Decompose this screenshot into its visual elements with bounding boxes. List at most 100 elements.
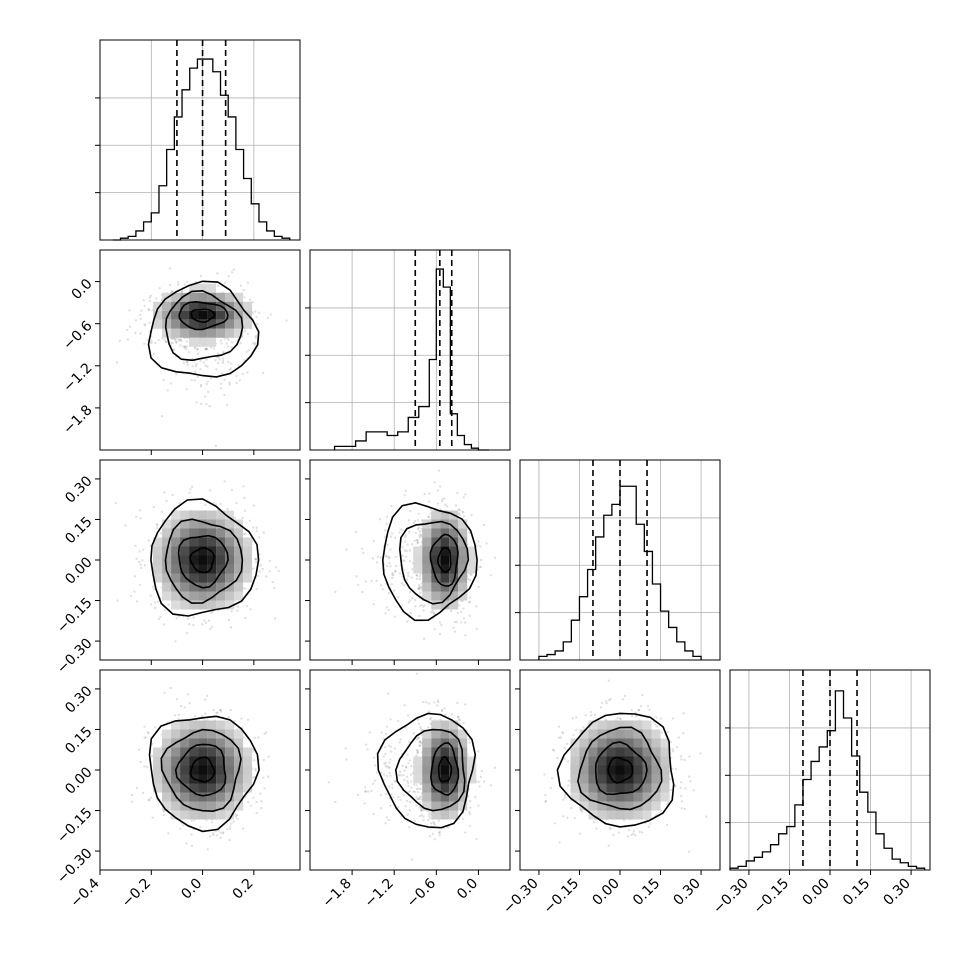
sample-point — [408, 560, 412, 563]
density-cell — [189, 738, 199, 748]
sample-point — [196, 348, 199, 351]
density-cell — [234, 573, 244, 583]
sample-point — [244, 587, 247, 590]
density-cell — [216, 555, 226, 565]
sample-point — [433, 838, 436, 841]
density-cell — [225, 510, 235, 520]
sample-point — [372, 540, 376, 543]
sample-point — [474, 795, 477, 799]
density-cell — [413, 564, 423, 574]
sample-point — [411, 568, 414, 571]
sample-point — [482, 523, 485, 527]
sample-point — [479, 565, 483, 569]
sample-point — [216, 352, 220, 355]
sample-point — [392, 573, 395, 577]
density-cell — [225, 756, 235, 766]
density-cell — [440, 546, 450, 556]
sample-point — [171, 493, 174, 497]
sample-point — [408, 599, 411, 602]
sample-point — [402, 583, 405, 587]
sample-point — [408, 759, 411, 762]
sample-point — [468, 812, 471, 816]
sample-point — [441, 498, 444, 501]
sample-point — [368, 731, 371, 734]
density-cell — [413, 765, 423, 775]
sample-point — [416, 751, 419, 754]
density-cell — [422, 765, 432, 775]
density-cell — [189, 810, 199, 820]
density-cell — [243, 774, 253, 784]
density-cell — [207, 292, 217, 302]
sample-point — [468, 614, 471, 618]
density-cell — [171, 747, 181, 757]
density-cell — [440, 756, 450, 766]
sample-point — [155, 526, 159, 530]
sample-point — [154, 726, 157, 729]
sample-point — [149, 594, 152, 597]
sample-point — [415, 795, 418, 799]
sample-point — [211, 832, 214, 835]
sample-point — [143, 342, 146, 346]
density-cell — [180, 310, 190, 320]
sample-point — [246, 281, 249, 284]
density-cell — [180, 301, 190, 311]
sample-point — [441, 709, 444, 713]
density-cell — [198, 519, 208, 529]
density-cell — [234, 528, 244, 538]
sample-point — [415, 672, 419, 675]
sample-point — [402, 793, 405, 797]
sample-point — [414, 605, 417, 608]
sample-point — [385, 725, 389, 728]
sample-point — [222, 831, 225, 834]
sample-point — [415, 748, 419, 752]
density-cell — [207, 801, 217, 811]
density-cell — [207, 555, 217, 565]
density-cell — [207, 510, 217, 520]
sample-point — [415, 787, 419, 790]
density-cell — [198, 301, 208, 311]
sample-point — [190, 485, 194, 488]
sample-point — [462, 511, 465, 514]
sample-point — [380, 731, 383, 734]
density-cell — [207, 573, 217, 583]
sample-point — [130, 800, 133, 803]
sample-point — [410, 786, 413, 789]
sample-point — [220, 710, 223, 713]
sample-point — [185, 842, 188, 845]
sample-point — [468, 824, 471, 828]
sample-point — [139, 517, 142, 520]
density-cell — [207, 783, 217, 793]
density-cell — [449, 756, 459, 766]
sample-point — [399, 798, 402, 801]
density-cell — [153, 546, 163, 556]
sample-point — [387, 555, 391, 559]
sample-point — [456, 611, 459, 615]
density-cell — [431, 729, 441, 739]
sample-point — [268, 559, 272, 563]
density-cell — [153, 537, 163, 547]
density-cell — [198, 283, 208, 293]
contour-line — [437, 755, 453, 783]
sample-point — [261, 371, 265, 375]
density-cell — [458, 546, 468, 556]
density-cell — [171, 555, 181, 565]
sample-point — [403, 559, 406, 562]
sample-point — [255, 529, 258, 533]
density-cell — [431, 528, 441, 538]
sample-point — [248, 298, 252, 301]
sample-point — [416, 718, 420, 721]
sample-point — [186, 693, 190, 696]
density-cell — [180, 720, 190, 730]
sample-point — [401, 546, 404, 549]
sample-point — [410, 764, 413, 768]
sample-point — [480, 769, 483, 773]
sample-point — [418, 744, 421, 747]
sample-point — [139, 332, 142, 335]
sample-point — [254, 558, 257, 561]
sample-point — [356, 793, 360, 797]
contour-line — [164, 518, 244, 604]
sample-point — [468, 600, 471, 604]
sample-point — [233, 720, 237, 723]
panel-bg — [310, 670, 510, 870]
sample-point — [407, 714, 410, 717]
